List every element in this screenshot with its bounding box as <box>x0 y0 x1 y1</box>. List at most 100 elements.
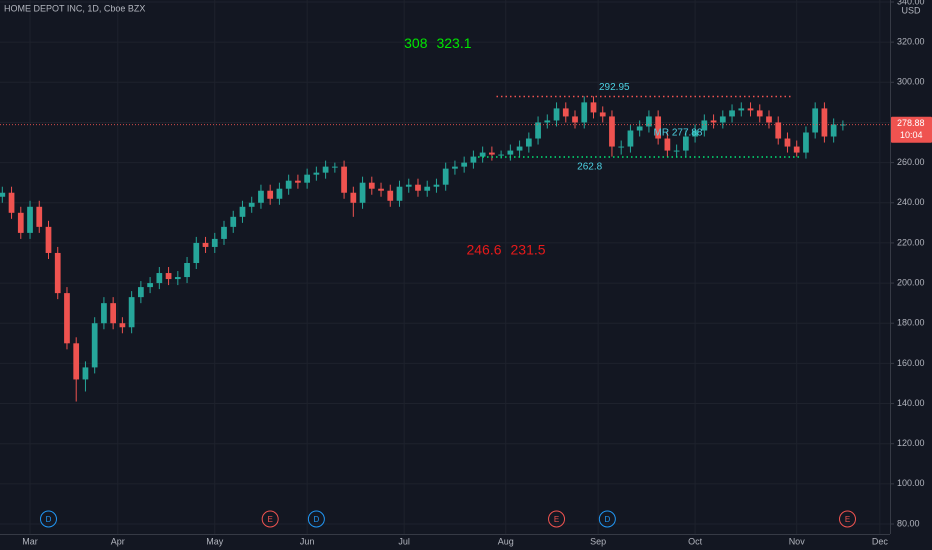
x-tick-label: Jun <box>300 536 315 546</box>
candle-body <box>793 146 800 153</box>
candle-body <box>664 138 671 151</box>
candle-body <box>840 124 846 126</box>
event-marker[interactable] <box>39 510 57 528</box>
candle-body <box>285 180 292 189</box>
candle-body <box>258 190 264 203</box>
candle-body <box>295 180 301 183</box>
last-time-label: 10:04 <box>900 130 923 140</box>
candle-body <box>784 138 791 147</box>
candle-body <box>156 273 163 284</box>
candle-body <box>54 252 61 294</box>
candle-body <box>590 102 597 113</box>
candle-body <box>729 110 735 117</box>
candle-body <box>775 122 782 139</box>
annotation: 231.5 <box>511 242 546 258</box>
candle-body <box>313 172 320 175</box>
event-marker[interactable] <box>261 510 279 528</box>
event-label: D <box>604 515 610 524</box>
candle-body <box>618 146 625 148</box>
currency: USD <box>901 5 921 15</box>
candle-body <box>461 162 468 167</box>
candle-body <box>341 166 347 193</box>
candle-body <box>581 102 588 123</box>
level-label: 262.8 <box>577 162 602 173</box>
candle-body <box>193 242 200 263</box>
candle-body <box>17 212 24 233</box>
candle-body <box>239 206 246 217</box>
candle-body <box>609 116 615 147</box>
candle-body <box>803 132 809 153</box>
y-tick-label: 220.00 <box>897 237 925 247</box>
candle-body <box>701 120 708 131</box>
candle-body <box>572 116 578 123</box>
candle-body <box>525 138 532 147</box>
x-tick-label: Aug <box>498 536 514 546</box>
x-tick-label: Nov <box>789 536 806 546</box>
candle-body <box>535 122 541 139</box>
candle-body <box>756 110 763 117</box>
candle-body <box>221 226 227 239</box>
candle-body <box>646 116 652 127</box>
candle-body <box>821 108 828 137</box>
candle-body <box>36 206 43 227</box>
chart-title: HOME DEPOT INC, 1D, Cboe BZX <box>4 3 145 13</box>
candle-body <box>350 192 357 203</box>
candle-body <box>516 146 523 151</box>
last-price-box <box>891 116 932 143</box>
candle-body <box>812 108 819 133</box>
candle-body <box>415 184 421 191</box>
candle-body <box>230 216 237 227</box>
y-tick-label: 260.00 <box>897 157 925 167</box>
candle-body <box>719 116 726 123</box>
event-label: D <box>46 515 52 524</box>
y-tick-label: 340.00 <box>897 0 925 6</box>
y-tick-label: 300.00 <box>897 77 925 87</box>
event-marker[interactable] <box>307 510 325 528</box>
candle-body <box>8 192 15 213</box>
candle-body <box>378 188 384 191</box>
candle-body <box>64 293 70 344</box>
candle-body <box>507 150 514 155</box>
candle-body <box>110 303 117 324</box>
y-tick-label: 100.00 <box>897 478 925 488</box>
event-marker[interactable] <box>598 510 616 528</box>
last-price-label: 278.88 <box>897 118 925 128</box>
candle-body <box>267 190 274 199</box>
candle-body <box>553 108 560 121</box>
y-tick-label: 160.00 <box>897 358 925 368</box>
candle-body <box>0 192 6 197</box>
candle-body <box>692 130 698 137</box>
event-marker[interactable] <box>548 510 566 528</box>
candle-body <box>636 126 643 131</box>
y-tick-label: 200.00 <box>897 277 925 287</box>
marks <box>0 96 846 402</box>
candle-body <box>452 166 458 169</box>
y-tick-label: 240.00 <box>897 197 925 207</box>
candle-body <box>184 263 190 278</box>
event-label: E <box>845 515 850 524</box>
candle-body <box>470 156 477 163</box>
candle-body <box>424 186 431 191</box>
candle-body <box>174 277 181 280</box>
candle-body <box>766 116 772 123</box>
candle-body <box>276 188 283 199</box>
candle-body <box>82 367 89 380</box>
candle-body <box>304 174 310 183</box>
event-marker[interactable] <box>839 510 857 528</box>
event-label: E <box>268 515 273 524</box>
candle-body <box>387 190 394 201</box>
candle-body <box>147 283 153 288</box>
candle-body <box>101 303 107 324</box>
candle-body <box>359 182 366 203</box>
candle-body <box>211 238 218 247</box>
grid <box>0 0 890 534</box>
candle-body <box>405 184 412 187</box>
candle-body <box>91 323 98 368</box>
candle-body <box>119 323 126 328</box>
candle-body <box>248 202 255 207</box>
event-label: D <box>313 515 319 524</box>
candle-body <box>655 116 662 139</box>
